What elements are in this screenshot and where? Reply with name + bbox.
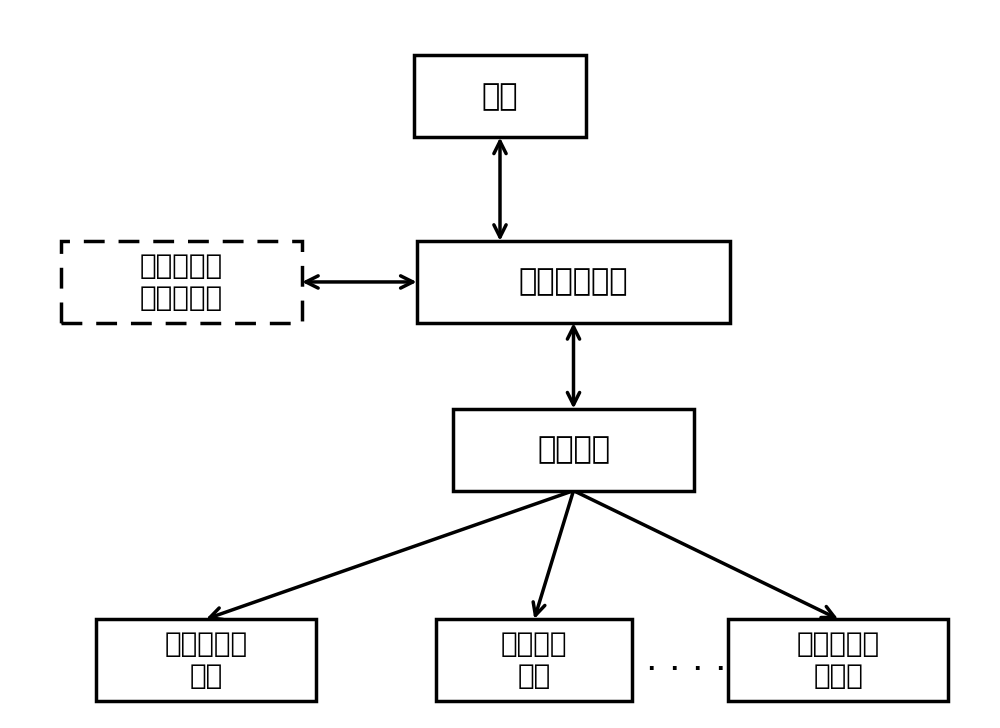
FancyArrowPatch shape — [533, 491, 574, 615]
FancyArrowPatch shape — [574, 491, 835, 617]
Text: 分路监测
单元: 分路监测 单元 — [501, 630, 568, 690]
Bar — [417, 241, 730, 323]
Text: . . . .: . . . . — [646, 643, 726, 677]
FancyArrowPatch shape — [567, 327, 580, 405]
FancyArrowPatch shape — [494, 141, 506, 237]
FancyArrowPatch shape — [210, 491, 574, 620]
Bar — [436, 619, 632, 701]
Text: 软件模拟器
规约模拟器: 软件模拟器 规约模拟器 — [140, 252, 223, 312]
Bar — [728, 619, 948, 701]
Text: 低压智能断
路器: 低压智能断 路器 — [164, 630, 248, 690]
FancyArrowPatch shape — [306, 276, 413, 288]
Text: 被测设备: 被测设备 — [537, 435, 610, 464]
Text: 主站: 主站 — [482, 82, 518, 111]
Bar — [414, 55, 586, 138]
Text: 智能配变终端: 智能配变终端 — [519, 267, 628, 296]
Bar — [61, 241, 302, 323]
Text: 其它低压智
能设备: 其它低压智 能设备 — [797, 630, 880, 690]
Bar — [96, 619, 316, 701]
Bar — [453, 408, 694, 491]
